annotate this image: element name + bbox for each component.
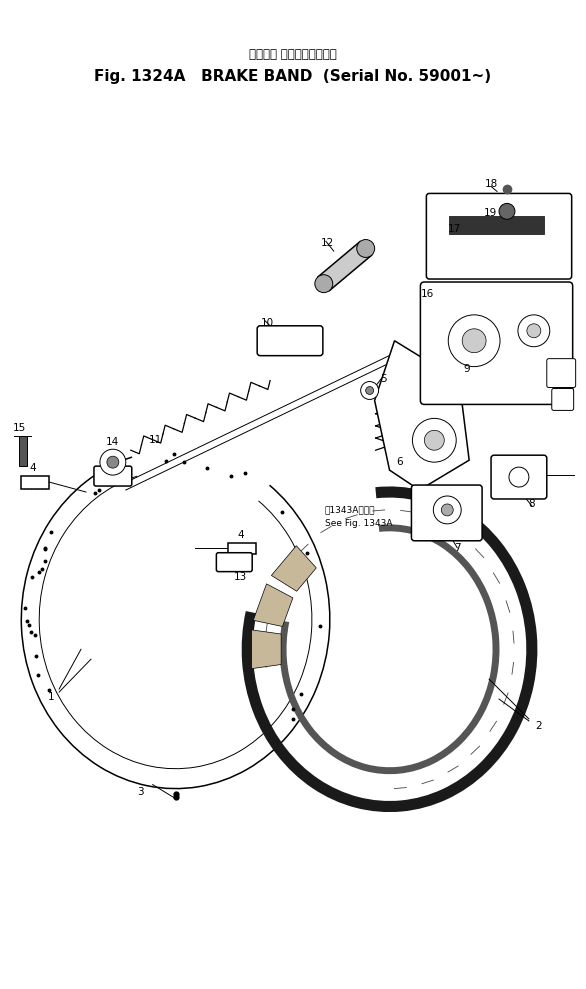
Circle shape: [509, 467, 529, 487]
Text: 15: 15: [13, 423, 26, 433]
Text: 第1343A図参照: 第1343A図参照: [325, 505, 376, 514]
Text: ブレーキ バンド（適用号機: ブレーキ バンド（適用号機: [249, 47, 337, 60]
Text: 6: 6: [396, 457, 403, 467]
Text: 8: 8: [529, 499, 535, 509]
Circle shape: [433, 496, 461, 524]
Text: 17: 17: [448, 225, 461, 234]
FancyBboxPatch shape: [216, 553, 252, 572]
Text: 14: 14: [106, 437, 120, 447]
Text: 13: 13: [234, 572, 247, 582]
Circle shape: [499, 204, 515, 220]
Circle shape: [315, 275, 333, 293]
Text: 3: 3: [137, 786, 144, 796]
Polygon shape: [374, 341, 469, 490]
FancyBboxPatch shape: [552, 389, 574, 410]
FancyBboxPatch shape: [427, 194, 572, 279]
Text: 4: 4: [30, 463, 36, 473]
Text: 5: 5: [380, 374, 387, 384]
Text: 7: 7: [454, 543, 461, 553]
Text: 4: 4: [237, 530, 244, 540]
Circle shape: [366, 387, 374, 395]
Polygon shape: [318, 241, 372, 291]
Text: 2: 2: [536, 721, 542, 731]
Circle shape: [462, 328, 486, 353]
Circle shape: [424, 430, 444, 450]
FancyBboxPatch shape: [547, 359, 575, 388]
Text: 19: 19: [483, 209, 497, 219]
FancyBboxPatch shape: [411, 485, 482, 541]
Bar: [21, 476, 49, 489]
Circle shape: [360, 382, 379, 400]
Polygon shape: [271, 546, 316, 591]
Polygon shape: [251, 630, 281, 669]
Circle shape: [107, 456, 119, 468]
FancyBboxPatch shape: [420, 282, 573, 405]
FancyBboxPatch shape: [491, 455, 547, 499]
Text: 12: 12: [321, 238, 335, 248]
Text: 10: 10: [261, 317, 274, 327]
Bar: [19, 436, 28, 466]
Circle shape: [527, 323, 541, 338]
Text: 16: 16: [421, 289, 434, 299]
Text: 9: 9: [464, 364, 471, 374]
Circle shape: [448, 315, 500, 367]
Text: 18: 18: [485, 179, 498, 190]
Text: 1: 1: [48, 692, 54, 702]
Text: 11: 11: [149, 435, 162, 445]
Text: See Fig. 1343A: See Fig. 1343A: [325, 519, 393, 528]
Bar: [449, 217, 544, 234]
Circle shape: [413, 418, 456, 462]
Bar: [229, 543, 256, 554]
Circle shape: [357, 239, 374, 257]
FancyBboxPatch shape: [257, 325, 323, 356]
Circle shape: [441, 504, 453, 516]
Text: Fig. 1324A   BRAKE BAND  (Serial No. 59001~): Fig. 1324A BRAKE BAND (Serial No. 59001~…: [94, 69, 492, 84]
Circle shape: [518, 315, 550, 347]
FancyBboxPatch shape: [94, 466, 132, 486]
Polygon shape: [253, 584, 293, 626]
Circle shape: [100, 449, 126, 475]
